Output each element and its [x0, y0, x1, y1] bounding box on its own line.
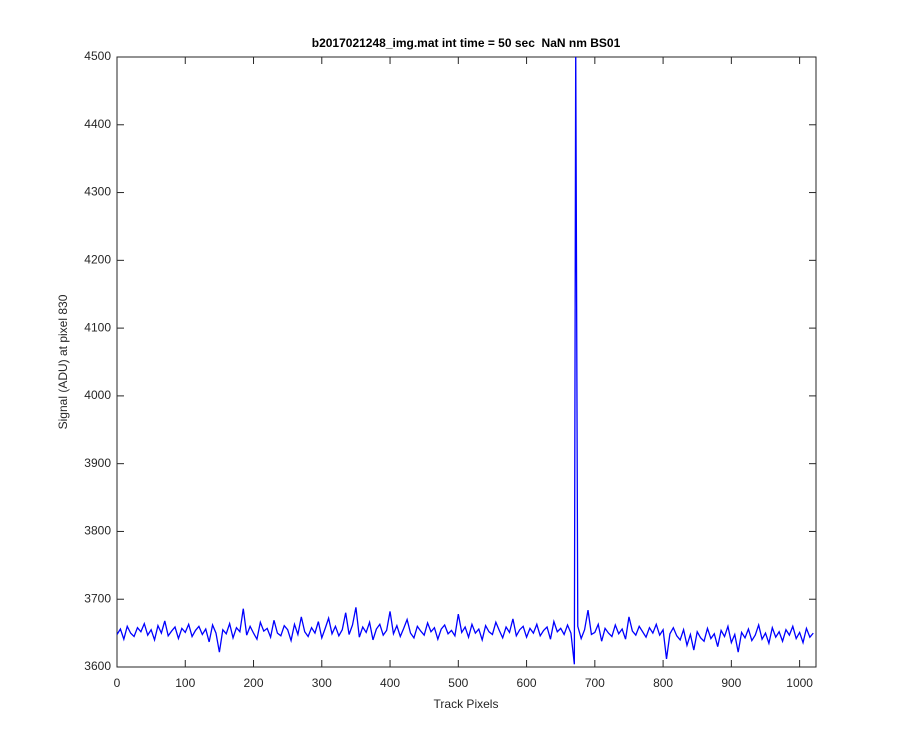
y-tick-label: 4300	[84, 185, 111, 199]
y-tick-label: 3700	[84, 591, 111, 605]
x-tick-label: 100	[175, 676, 195, 690]
y-tick-label: 4400	[84, 117, 111, 131]
x-tick-label: 700	[585, 676, 605, 690]
x-tick-label: 0	[114, 676, 121, 690]
y-tick-label: 4000	[84, 388, 111, 402]
y-tick-label: 4200	[84, 253, 111, 267]
x-tick-label: 900	[721, 676, 741, 690]
y-axis-label: Signal (ADU) at pixel 830	[56, 294, 70, 429]
x-tick-label: 800	[653, 676, 673, 690]
x-tick-label: 1000	[786, 676, 813, 690]
chart-title: b2017021248_img.mat int time = 50 sec Na…	[312, 36, 621, 50]
y-tick-label: 4100	[84, 320, 111, 334]
x-tick-label: 400	[380, 676, 400, 690]
axes-box	[116, 56, 817, 668]
y-tick-label: 3600	[84, 659, 111, 673]
y-tick-label: 3900	[84, 456, 111, 470]
x-tick-label: 200	[244, 676, 264, 690]
x-tick-label: 300	[312, 676, 332, 690]
x-axis-label: Track Pixels	[434, 697, 499, 711]
x-tick-label: 600	[517, 676, 537, 690]
y-tick-label: 3800	[84, 524, 111, 538]
x-tick-label: 500	[448, 676, 468, 690]
y-tick-label: 4500	[84, 49, 111, 63]
data-line	[117, 57, 814, 665]
